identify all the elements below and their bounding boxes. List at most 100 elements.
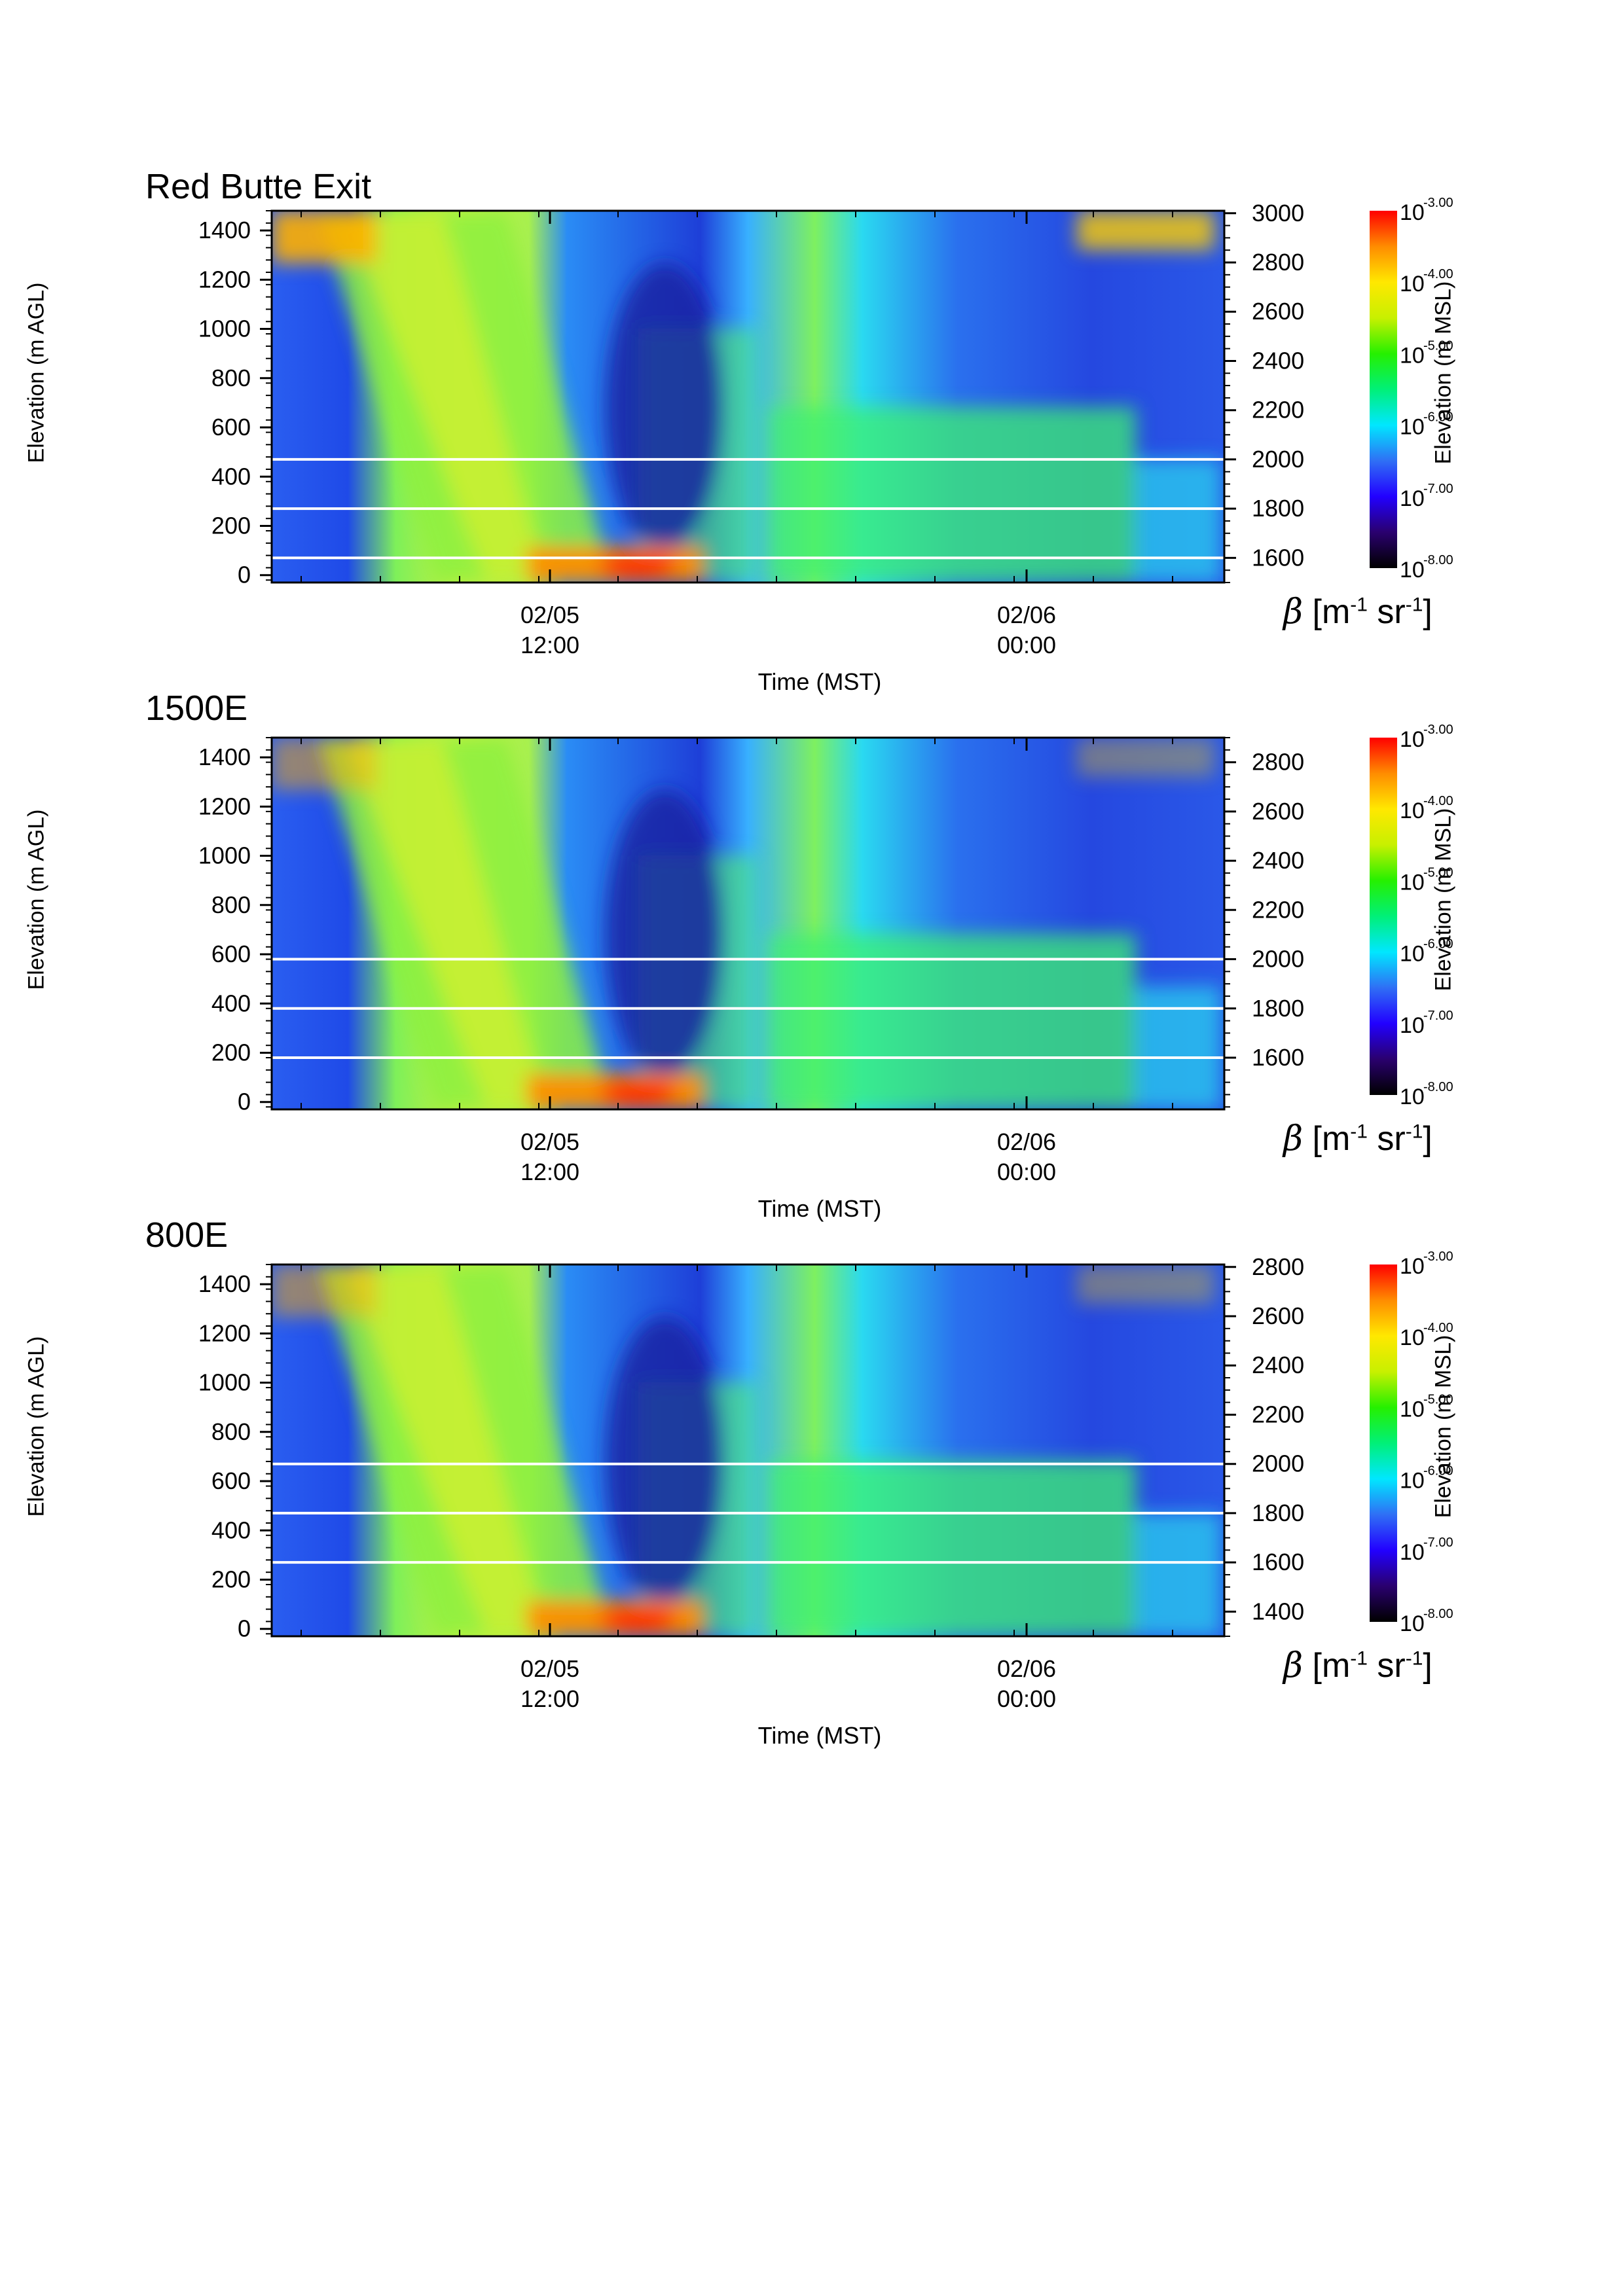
colorbar-tick-label: 10 [1400,1540,1425,1565]
y-right-tick-label: 1600 [1252,1549,1304,1575]
colorbar-tick-label: 10 [1400,343,1425,368]
colorbar-tick-exponent: -4.00 [1423,267,1453,281]
colorbar-tick-exponent: -8.00 [1423,1080,1453,1094]
colorbar-tick-label: 10 [1400,1325,1425,1350]
y-tick-label: 0 [238,1088,251,1115]
heatmap-plot: 0 200 400 600 800 1000 1200 1400 1600 1800 2000 220… [198,196,1453,658]
colorbar-tick-label: 10 [1400,1013,1425,1038]
plot-frame [270,736,1226,1111]
y-tick-label: 600 [211,414,251,440]
y-right-tick-label: 1400 [1252,1598,1304,1624]
plot-frame [270,209,1226,584]
y-tick-label: 1000 [198,842,251,869]
y-tick-label: 0 [238,1615,251,1642]
x-tick-time: 00:00 [997,1685,1056,1712]
y-right-tick-label: 2400 [1252,1352,1304,1378]
y-tick-label: 1400 [198,1270,251,1297]
x-tick-date: 02/06 [997,601,1056,628]
y-axis-label-left: Elevation (m AGL) [24,809,49,990]
y-axis-label-right: Elevation (m MSL) [1431,281,1456,465]
y-right-tick-label: 2400 [1252,347,1304,374]
colorbar-tick-exponent: -8.00 [1423,553,1453,567]
colorbar [1370,738,1397,1095]
y-tick-label: 800 [211,365,251,391]
x-axis-label: Time (MST) [757,1722,882,1749]
y-tick-label: 1000 [198,1369,251,1396]
y-tick-label: 400 [211,463,251,490]
y-tick-label: 600 [211,941,251,967]
y-right-tick-label: 2200 [1252,896,1304,923]
x-tick-date: 02/06 [997,1655,1056,1682]
colorbar-label: β [m-1 sr-1] [1283,1646,1432,1685]
y-tick-label: 1000 [198,315,251,342]
colorbar-tick-label: 10 [1400,486,1425,511]
colorbar-tick-label: 10 [1400,1397,1425,1422]
chart-panel-1500e: 1500E 0 200 400 600 800 1000 1200 1400 1600 1800 2… [0,689,1623,1247]
colorbar-tick-label: 10 [1400,272,1425,296]
colorbar-tick-label: 10 [1400,798,1425,823]
y-right-tick-label: 2200 [1252,397,1304,423]
y-tick-label: 1200 [198,793,251,819]
y-right-tick-label: 1800 [1252,1499,1304,1526]
colorbar-tick-label: 10 [1400,1611,1425,1636]
x-tick-time: 12:00 [520,632,579,658]
y-tick-label: 800 [211,891,251,918]
x-tick-date: 02/06 [997,1128,1056,1155]
x-tick-time: 00:00 [997,632,1056,658]
colorbar-tick-exponent: -3.00 [1423,723,1453,737]
colorbar-tick-exponent: -7.00 [1423,1009,1453,1023]
y-right-tick-label: 2600 [1252,298,1304,325]
heatmap-plot: 0 200 400 600 800 1000 1200 1400 1600 1800 2000 220… [198,723,1453,1185]
x-tick-time: 00:00 [997,1158,1056,1185]
y-right-tick-label: 1800 [1252,995,1304,1022]
colorbar-tick-exponent: -4.00 [1423,1321,1453,1335]
chart-panel-red-butte-exit: Red Butte Exit 0 200 400 600 800 1000 1200 1400… [0,167,1623,720]
x-tick-date: 02/05 [520,1128,579,1155]
colorbar-tick-label: 10 [1400,870,1425,895]
colorbar-tick-exponent: -7.00 [1423,482,1453,496]
colorbar-tick-label: 10 [1400,942,1425,967]
x-tick-time: 12:00 [520,1158,579,1185]
panel-title: 1500E [145,689,248,728]
y-right-tick-label: 2400 [1252,847,1304,874]
x-tick-date: 02/05 [520,601,579,628]
y-tick-label: 200 [211,512,251,539]
colorbar-tick-exponent: -4.00 [1423,794,1453,808]
backscatter-field [272,738,1224,1109]
y-tick-label: 1400 [198,744,251,770]
colorbar [1370,1265,1397,1622]
y-right-tick-label: 1800 [1252,495,1304,522]
backscatter-field [272,211,1224,583]
y-axis-label-left: Elevation (m AGL) [24,1336,49,1517]
y-tick-label: 400 [211,990,251,1016]
y-axis-label-right: Elevation (m MSL) [1431,808,1456,992]
heatmap-plot: 0 200 400 600 800 1000 1200 1400 1400 1600 1800 200… [198,1250,1453,1712]
y-tick-label: 1400 [198,217,251,243]
y-tick-label: 800 [211,1418,251,1445]
y-axis-label-left: Elevation (m AGL) [24,282,49,463]
y-right-tick-label: 2600 [1252,798,1304,825]
y-right-tick-label: 1600 [1252,544,1304,571]
plot-frame [270,1263,1226,1638]
y-right-tick-label: 1600 [1252,1044,1304,1071]
x-tick-date: 02/05 [520,1655,579,1682]
colorbar-tick-exponent: -6.00 [1423,410,1453,425]
y-tick-label: 200 [211,1566,251,1592]
x-axis-label: Time (MST) [757,668,882,695]
colorbar-label: β [m-1 sr-1] [1283,1119,1432,1158]
colorbar-tick-exponent: -6.00 [1423,937,1453,952]
colorbar-tick-exponent: -5.00 [1423,1392,1453,1407]
y-right-tick-label: 2800 [1252,1253,1304,1280]
y-tick-label: 1200 [198,1319,251,1346]
y-tick-label: 600 [211,1467,251,1494]
colorbar [1370,211,1397,568]
y-axis-label-right: Elevation (m MSL) [1431,1335,1456,1518]
x-axis-label: Time (MST) [757,1195,882,1222]
colorbar-tick-exponent: -3.00 [1423,1250,1453,1264]
colorbar-tick-label: 10 [1400,727,1425,752]
colorbar-tick-exponent: -6.00 [1423,1464,1453,1479]
y-tick-label: 400 [211,1516,251,1543]
y-tick-label: 0 [238,562,251,588]
y-right-tick-label: 2600 [1252,1302,1304,1329]
y-tick-label: 200 [211,1039,251,1066]
